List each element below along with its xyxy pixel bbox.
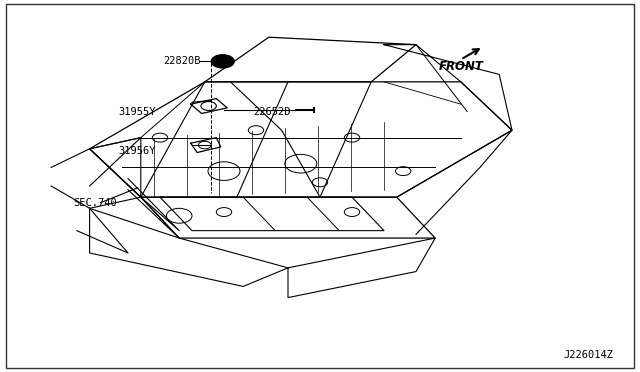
Text: SEC.740: SEC.740	[74, 198, 117, 208]
Circle shape	[211, 55, 234, 68]
Text: FRONT: FRONT	[438, 61, 483, 73]
Text: 22820B: 22820B	[163, 57, 201, 66]
Text: 31956Y: 31956Y	[118, 146, 156, 155]
Text: J226014Z: J226014Z	[563, 350, 613, 360]
Text: 22652D: 22652D	[253, 107, 291, 116]
Text: 31955Y: 31955Y	[118, 107, 156, 116]
